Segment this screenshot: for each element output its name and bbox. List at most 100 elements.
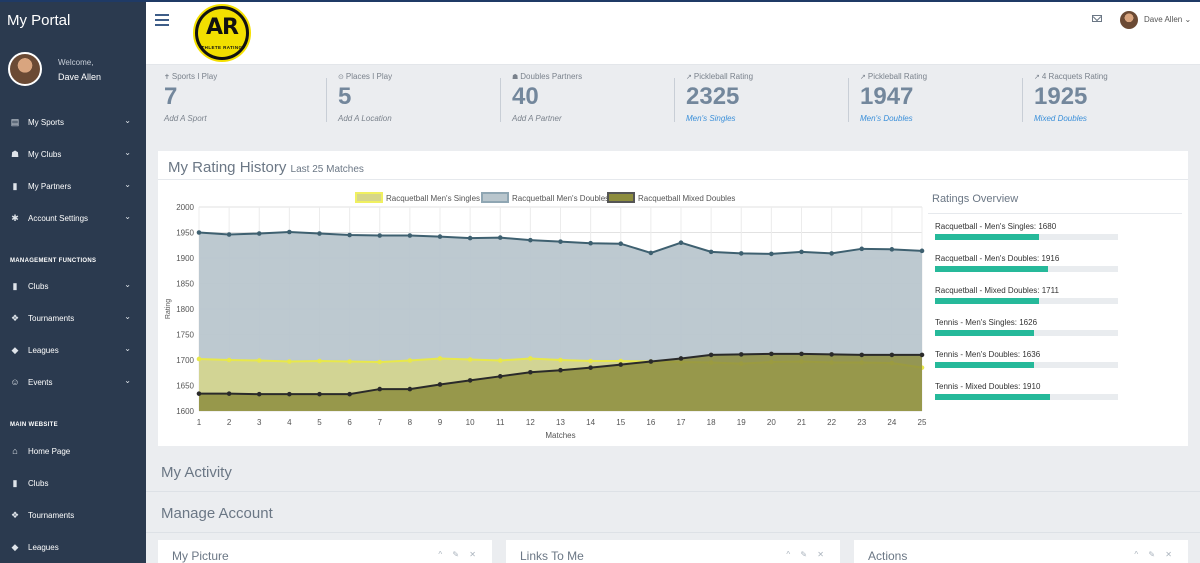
- stat-value: 2325: [686, 83, 740, 110]
- stat-places: ⊙ Places I Play 5 Add A Location: [338, 72, 498, 138]
- box-tools[interactable]: ^ ✎ ✕: [1134, 550, 1176, 559]
- add-partner-link[interactable]: Add A Partner: [512, 114, 562, 123]
- data-point: [196, 230, 202, 235]
- legend-label: Racquetball Men's Doubles: [512, 194, 609, 203]
- stat-divider: [500, 78, 501, 122]
- legend-label: Racquetball Mixed Doubles: [638, 194, 735, 203]
- sidebar-item-tournaments[interactable]: ❖ Tournaments ⌄: [0, 307, 146, 329]
- stat-divider: [326, 78, 327, 122]
- stat-sports: ✝ Sports I Play 7 Add A Sport: [164, 72, 324, 138]
- data-point: [497, 235, 503, 240]
- chevron-down-icon: ⌄: [124, 376, 131, 385]
- stat-value: 1947: [860, 83, 914, 110]
- sidebar-item-website-tournaments[interactable]: ❖ Tournaments: [0, 504, 146, 526]
- stat-partners: ☗ Doubles Partners 40 Add A Partner: [512, 72, 672, 138]
- data-point: [618, 358, 624, 364]
- data-point: [226, 232, 232, 237]
- sidebar-item-my-sports[interactable]: ▤ My Sports ⌄: [0, 111, 146, 133]
- y-tick-label: 1650: [176, 382, 194, 391]
- rating-progress-bar: [935, 330, 1118, 336]
- add-location-link[interactable]: Add A Location: [338, 114, 392, 123]
- header-user-name: Dave Allen: [1144, 15, 1183, 24]
- data-point: [678, 240, 684, 245]
- mail-icon[interactable]: [1092, 15, 1102, 22]
- stat-label: 4 Racquets Rating: [1041, 72, 1108, 81]
- website-section-label: MAIN WEBSITE: [10, 422, 58, 428]
- x-tick-label: 9: [438, 418, 443, 427]
- actions-box: Actions ^ ✎ ✕: [854, 540, 1188, 563]
- stat-divider: [1022, 78, 1023, 122]
- data-point: [347, 391, 352, 397]
- mixed-doubles-link[interactable]: Mixed Doubles: [1034, 114, 1087, 123]
- sidebar-item-my-partners[interactable]: ▮ My Partners ⌄: [0, 175, 146, 197]
- sidebar-item-website-clubs[interactable]: ▮ Clubs: [0, 472, 146, 494]
- data-point: [588, 358, 593, 364]
- data-point: [407, 358, 413, 363]
- header-avatar[interactable]: [1120, 11, 1138, 29]
- avatar[interactable]: [8, 52, 42, 86]
- box-tools[interactable]: ^ ✎ ✕: [786, 550, 828, 559]
- stat-label: Pickleball Rating: [693, 72, 754, 81]
- athlete-ratings-logo[interactable]: AR ATHLETE RATINGS: [193, 4, 251, 62]
- sidebar-item-clubs[interactable]: ▮ Clubs ⌄: [0, 275, 146, 297]
- rating-overview-item: Tennis - Men's Doubles: 1636: [935, 350, 1119, 368]
- chevron-down-icon: ⌄: [124, 148, 131, 157]
- data-point: [558, 239, 563, 244]
- sidebar-item-label: Tournaments: [28, 313, 75, 323]
- sidebar-item-events[interactable]: ☺ Events ⌄: [0, 371, 146, 393]
- mens-doubles-link[interactable]: Men's Doubles: [860, 114, 913, 123]
- x-tick-label: 10: [466, 418, 475, 427]
- sidebar-item-label: Events: [28, 377, 53, 387]
- data-point: [467, 378, 473, 383]
- data-point: [497, 358, 503, 363]
- brand-title[interactable]: My Portal: [7, 12, 71, 29]
- data-point: [919, 352, 925, 358]
- x-tick-label: 2: [227, 418, 232, 427]
- data-point: [588, 365, 593, 370]
- data-point: [528, 356, 533, 361]
- data-point: [558, 357, 563, 363]
- sidebar-item-account-settings[interactable]: ✱ Account Settings ⌄: [0, 207, 146, 229]
- tag-icon: ◆: [11, 541, 19, 552]
- management-section-label: MANAGEMENT FUNCTIONS: [10, 258, 97, 264]
- data-point: [588, 240, 593, 246]
- data-point: [889, 247, 895, 252]
- data-point: [558, 367, 563, 373]
- chevron-down-icon: ⌄: [1184, 15, 1192, 24]
- my-picture-box: My Picture ^ ✎ ✕: [158, 540, 492, 563]
- stat-value: 5: [338, 83, 352, 110]
- ratings-overview-title: Ratings Overview: [932, 193, 1019, 205]
- data-point: [859, 246, 865, 252]
- rating-progress-fill: [935, 330, 1034, 336]
- box-tools[interactable]: ^ ✎ ✕: [438, 550, 480, 559]
- x-tick-label: 6: [347, 418, 352, 427]
- rating-overview-label: Racquetball - Mixed Doubles: 1711: [935, 286, 1059, 295]
- box-title: Links To Me: [520, 549, 584, 563]
- panel-title: My Rating History Last 25 Matches: [168, 159, 364, 176]
- sidebar-item-leagues[interactable]: ◆ Leagues ⌄: [0, 339, 146, 361]
- manage-account-heading[interactable]: Manage Account: [161, 505, 273, 522]
- data-point: [347, 359, 352, 364]
- data-point: [769, 351, 774, 357]
- rating-overview-item: Racquetball - Mixed Doubles: 1711: [935, 286, 1119, 304]
- my-activity-heading[interactable]: My Activity: [161, 464, 232, 481]
- welcome-text: Welcome,: [58, 58, 94, 67]
- data-point: [467, 357, 473, 362]
- book-icon: ▮: [12, 180, 18, 191]
- overview-divider: [928, 213, 1182, 214]
- rating-progress-fill: [935, 394, 1051, 400]
- data-point: [196, 391, 202, 396]
- sidebar-item-my-clubs[interactable]: ☗ My Clubs ⌄: [0, 143, 146, 165]
- line-chart-icon: ↗: [1034, 74, 1040, 81]
- x-tick-label: 16: [646, 418, 655, 427]
- stat-value: 1925: [1034, 83, 1088, 110]
- mens-singles-link[interactable]: Men's Singles: [686, 114, 736, 123]
- sidebar-item-home-page[interactable]: ⌂ Home Page: [0, 440, 146, 462]
- rating-overview-item: Tennis - Mixed Doubles: 1910: [935, 382, 1119, 400]
- stat-pickleball-singles: ↗ Pickleball Rating 2325 Men's Singles: [686, 72, 846, 138]
- add-sport-link[interactable]: Add A Sport: [164, 114, 207, 123]
- menu-toggle-icon[interactable]: [155, 14, 169, 26]
- user-menu[interactable]: Dave Allen ⌄: [1144, 15, 1191, 24]
- x-axis-label: Matches: [545, 431, 575, 440]
- sidebar-item-website-leagues[interactable]: ◆ Leagues: [0, 536, 146, 558]
